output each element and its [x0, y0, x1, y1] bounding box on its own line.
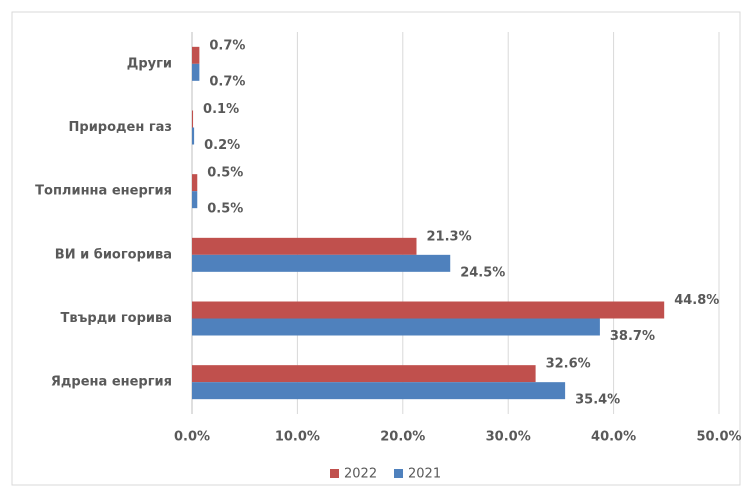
y-tick-label: Природен газ [69, 120, 172, 135]
bar [192, 318, 600, 336]
value-label: 21.3% [427, 229, 472, 244]
legend-swatch [394, 469, 403, 478]
x-tick-label: 50.0% [696, 430, 741, 445]
bar [192, 237, 417, 255]
y-tick-label: Ядрена енергия [51, 375, 172, 390]
bar [192, 191, 198, 209]
bar [192, 110, 194, 128]
legend-label: 2022 [344, 467, 377, 482]
bar [192, 254, 451, 272]
value-label: 0.7% [209, 38, 245, 53]
y-tick-label: Други [127, 56, 172, 71]
value-label: 32.6% [546, 357, 591, 372]
value-label: 0.2% [204, 138, 240, 153]
value-label: 0.7% [209, 74, 245, 89]
y-tick-label: Твърди горива [61, 311, 172, 326]
value-label: 0.5% [207, 166, 243, 181]
bar [192, 365, 536, 383]
bar [192, 46, 200, 64]
bar [192, 301, 665, 319]
value-label: 0.5% [207, 202, 243, 217]
legend-label: 2021 [408, 467, 441, 482]
bar [192, 127, 195, 145]
value-label: 44.8% [674, 293, 719, 308]
value-label: 35.4% [575, 393, 620, 408]
x-tick-label: 30.0% [486, 430, 531, 445]
bar [192, 174, 198, 192]
value-label: 0.1% [203, 102, 239, 117]
chart-frame [11, 11, 741, 486]
legend-swatch [330, 469, 339, 478]
value-label: 24.5% [460, 265, 505, 280]
value-label: 38.7% [610, 329, 655, 344]
x-tick-label: 10.0% [275, 430, 320, 445]
x-tick-label: 20.0% [380, 430, 425, 445]
x-tick-label: 40.0% [591, 430, 636, 445]
bar [192, 63, 200, 81]
y-tick-label: Топлинна енергия [35, 184, 172, 199]
x-tick-label: 0.0% [174, 430, 210, 445]
bar [192, 382, 566, 400]
y-tick-label: ВИ и биогорива [55, 247, 172, 262]
